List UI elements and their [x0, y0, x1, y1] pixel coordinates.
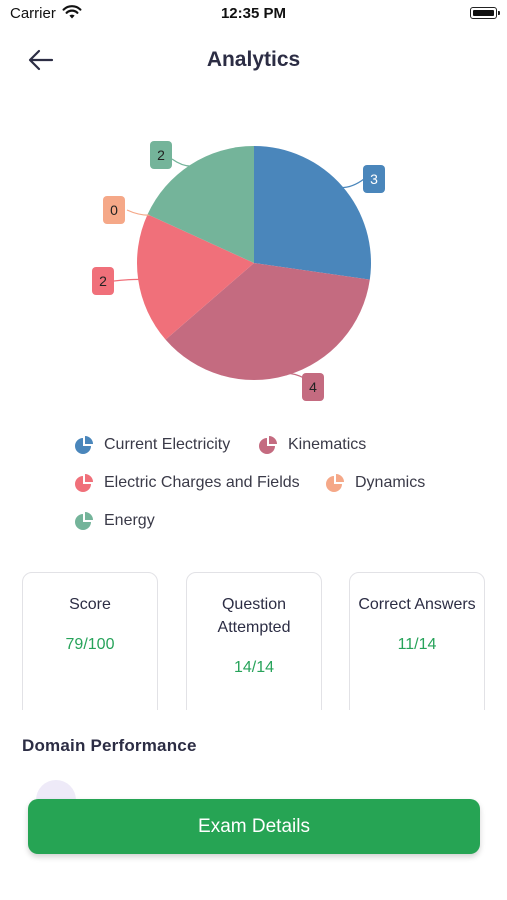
- pie-slice-1: [165, 263, 370, 381]
- correct-card: Correct Answers 11/14: [349, 572, 485, 722]
- label-leader-4: [171, 158, 192, 167]
- legend-label: Electric Charges and Fields: [104, 474, 300, 491]
- attempted-card-title: Question Attempted: [217, 596, 291, 636]
- data-label-chip-1: [302, 373, 324, 401]
- arrow-left-icon: [28, 49, 54, 71]
- data-label-chip-0: [363, 165, 385, 193]
- status-bar: Carrier 12:35 PM: [0, 0, 507, 28]
- correct-card-title: Correct Answers: [358, 596, 476, 613]
- legend-swatch: [259, 438, 275, 454]
- data-label-3: 0: [110, 202, 118, 218]
- legend-item-kinematics: Kinematics: [258, 435, 366, 455]
- legend-swatch: [326, 476, 342, 492]
- data-label-chip-4: [150, 141, 172, 169]
- cards-clip: [0, 710, 507, 728]
- legend-label: Current Electricity: [104, 436, 231, 453]
- legend-swatch-wedge: [85, 436, 93, 444]
- legend-item-energy: Energy: [74, 511, 155, 531]
- pie-slice-icon: [75, 474, 93, 492]
- score-card-value: 79/100: [65, 636, 115, 653]
- legend-swatch-wedge: [269, 436, 277, 444]
- clock: 12:35 PM: [220, 5, 287, 22]
- label-leader-1: [286, 372, 305, 379]
- data-label-2: 2: [99, 273, 107, 289]
- score-card-title: Score: [69, 596, 111, 613]
- legend-item-electric-charges: Electric Charges and Fields: [74, 473, 300, 493]
- domain-performance-title: Domain Performance: [22, 736, 197, 755]
- score-card: Score 79/100: [22, 572, 158, 722]
- attempted-card-value: 14/14: [233, 659, 275, 676]
- legend-item-current-electricity: Current Electricity: [74, 435, 230, 455]
- legend-swatch-wedge: [336, 474, 344, 482]
- back-button[interactable]: [26, 46, 56, 74]
- data-label-0: 3: [370, 171, 378, 187]
- legend-swatch: [75, 438, 91, 454]
- label-leader-0: [340, 178, 365, 189]
- legend-label: Dynamics: [355, 474, 426, 491]
- legend-swatch-wedge: [85, 474, 93, 482]
- wifi-icon: [62, 5, 82, 19]
- pie-slice-icon: [75, 512, 93, 530]
- legend-label: Kinematics: [288, 436, 367, 453]
- label-leader-2: [113, 278, 141, 282]
- attempted-card: Question Attempted 14/14: [186, 572, 322, 722]
- pie-slice-icon: [259, 436, 277, 454]
- pie-slice-icon: [326, 474, 344, 492]
- legend-item-dynamics: Dynamics: [325, 473, 425, 493]
- pie-slice-0: [254, 146, 372, 280]
- carrier-label: Carrier: [10, 5, 56, 22]
- data-label-1: 4: [309, 379, 317, 395]
- pie-chart: 3 4 2 0 2: [92, 141, 385, 401]
- legend-swatch: [75, 514, 91, 530]
- data-label-chip-3: [103, 196, 125, 224]
- pie-slice-icon: [75, 436, 93, 454]
- legend-swatch: [75, 476, 91, 492]
- page-title: Analytics: [206, 48, 301, 71]
- label-leader-3: [126, 209, 150, 216]
- battery-icon: [470, 7, 500, 19]
- pie-slice-4: [147, 146, 254, 263]
- data-label-chip-2: [92, 267, 114, 295]
- pie-slice-2: [137, 214, 254, 340]
- legend-label: Energy: [104, 512, 155, 529]
- data-label-4: 2: [157, 147, 165, 163]
- legend-swatch-wedge: [85, 512, 93, 520]
- exam-details-button[interactable]: Exam Details: [28, 799, 480, 854]
- correct-card-value: 11/14: [397, 636, 437, 653]
